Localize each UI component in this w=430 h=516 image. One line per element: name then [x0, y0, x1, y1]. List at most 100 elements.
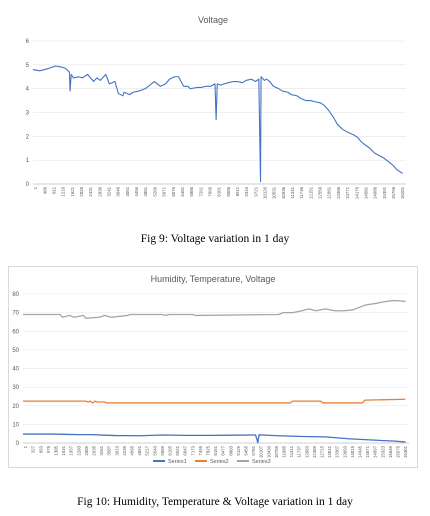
x-tick-label: 11341	[290, 186, 295, 198]
x-tick-label: 11411	[289, 445, 294, 457]
x-tick-label: 14986	[373, 186, 378, 199]
x-tick-label: 4051	[125, 186, 130, 196]
x-tick-label: 3913	[114, 445, 119, 455]
y-tick-label: 20	[12, 404, 19, 410]
x-tick-label: 13367	[335, 445, 340, 458]
y-tick-label: 4	[26, 87, 30, 93]
x-tick-label: 7696	[207, 186, 212, 196]
x-tick-label: 6481	[180, 186, 185, 196]
humidity-temperature-voltage-chart: Humidity, Temperature, Voltage 0 10 20 30 40 5…	[12, 274, 409, 465]
x-tick-label: 13041	[327, 445, 332, 458]
x-tick-label: 2609	[84, 445, 89, 455]
x-tick-label: 1216	[61, 186, 66, 196]
x-tick-label: 7825	[206, 445, 211, 455]
x-tick-label: 11746	[299, 186, 304, 198]
x-tick-label: 11085	[282, 445, 287, 457]
x-tick-label: 15391	[382, 186, 387, 199]
x-tick-label: 12151	[308, 186, 313, 199]
x-tick-label: 1	[33, 186, 38, 189]
x-tick-label: 6076	[171, 186, 176, 196]
x-tick-label: 9129	[236, 445, 241, 455]
x-tick-label: 8803	[228, 445, 233, 455]
y-tick-label: 70	[12, 311, 19, 317]
x-tick-label: 3587	[107, 445, 112, 455]
x-tick-label: 1621	[70, 186, 75, 196]
series-line-series3	[23, 299, 406, 319]
series-line-voltage	[32, 65, 403, 183]
x-tick-label: 5266	[152, 186, 157, 196]
legend-label: Series1	[168, 459, 187, 465]
x-tick-label: 4456	[134, 186, 139, 196]
humidity-temperature-voltage-chart-panel: Humidity, Temperature, Voltage 0 10 20 30 40 5…	[8, 266, 418, 468]
x-tick-label: 5217	[145, 445, 150, 455]
y-tick-label: 80	[12, 292, 19, 298]
x-tick-label: 10433	[266, 445, 271, 458]
x-tick-label: 14345	[358, 445, 363, 458]
x-tick-label: 2026	[79, 186, 84, 196]
figure-9-caption: Fig 9: Voltage variation in 1 day	[140, 233, 290, 245]
x-tick-label: 14176	[354, 186, 359, 199]
y-tick-label: 6	[26, 39, 30, 45]
x-tick-label: 979	[46, 445, 51, 453]
y-tick-label: 0	[16, 441, 20, 447]
x-tick-label: 14671	[365, 445, 370, 458]
x-tick-label: 11737	[297, 445, 302, 457]
x-tick-label: 10107	[259, 445, 264, 458]
x-tick-label: 10126	[263, 186, 268, 199]
x-tick-label: 6521	[175, 445, 180, 455]
x-tick-label: 12961	[327, 186, 332, 199]
x-tick-label: 12715	[320, 445, 325, 458]
y-tick-label: 40	[12, 367, 19, 373]
x-tick-label: 9316	[244, 186, 249, 196]
y-tick-label: 2	[26, 134, 30, 140]
x-tick-label: 10936	[281, 186, 286, 199]
x-tick-label: 16201	[400, 186, 405, 199]
y-tick-label: 1	[26, 158, 30, 164]
x-tick-label: 5543	[152, 445, 157, 455]
x-tick-label: 8911	[235, 186, 240, 196]
x-tick-label: 14019	[350, 445, 355, 458]
x-tick-label: 15323	[380, 445, 385, 458]
x-tick-label: 10759	[274, 445, 279, 458]
x-tick-label: 13771	[345, 186, 350, 199]
figure-10-caption: Fig 10: Humidity, Temperature & Voltage …	[77, 496, 353, 508]
y-tick-label: 50	[12, 348, 19, 354]
x-tick-label: 15975	[396, 445, 401, 458]
x-tick-label: 13366	[336, 186, 341, 199]
legend-label: Series3	[252, 459, 271, 465]
x-tick-label: 12556	[318, 186, 323, 199]
x-tick-label: 3241	[107, 186, 112, 196]
x-tick-label: 2431	[88, 186, 93, 196]
x-tick-label: 1	[23, 445, 28, 448]
x-tick-label: 2836	[97, 186, 102, 196]
x-tick-label: 2283	[76, 445, 81, 455]
x-tick-label: 4565	[130, 445, 135, 455]
y-tick-label: 3	[26, 111, 30, 117]
x-tick-label: 12389	[312, 445, 317, 458]
x-tick-label: 8101	[217, 186, 222, 196]
x-tick-label: 15796	[391, 186, 396, 199]
y-tick-label: 60	[12, 329, 19, 335]
x-tick-label: 6886	[189, 186, 194, 196]
x-tick-label: 14581	[363, 186, 368, 199]
x-tick-label: 10531	[272, 186, 277, 199]
y-tick-label: 30	[12, 385, 19, 391]
x-tick-label: 4861	[143, 186, 148, 196]
y-tick-label: 10	[12, 422, 19, 428]
series-line-series2	[23, 398, 406, 404]
x-tick-label: 811	[51, 186, 56, 193]
x-tick-label: 9781	[251, 445, 256, 455]
voltage-chart-panel: Voltage 0 1 2 3 4 5 6 1 406 811 1216 1621 2026 2431 283…	[13, 2, 420, 220]
x-tick-label: 12063	[304, 445, 309, 458]
x-tick-label: 1305	[54, 445, 59, 455]
x-tick-label: 7291	[198, 186, 203, 196]
x-tick-label: 1957	[69, 445, 74, 455]
x-tick-label: 4891	[137, 445, 142, 455]
x-tick-label: 653	[38, 445, 43, 453]
x-tick-label: 3646	[116, 186, 121, 196]
chart-title: Voltage	[198, 15, 228, 25]
series-line-series1	[23, 433, 406, 444]
y-tick-label: 0	[26, 182, 30, 188]
x-tick-label: 8477	[221, 445, 226, 455]
